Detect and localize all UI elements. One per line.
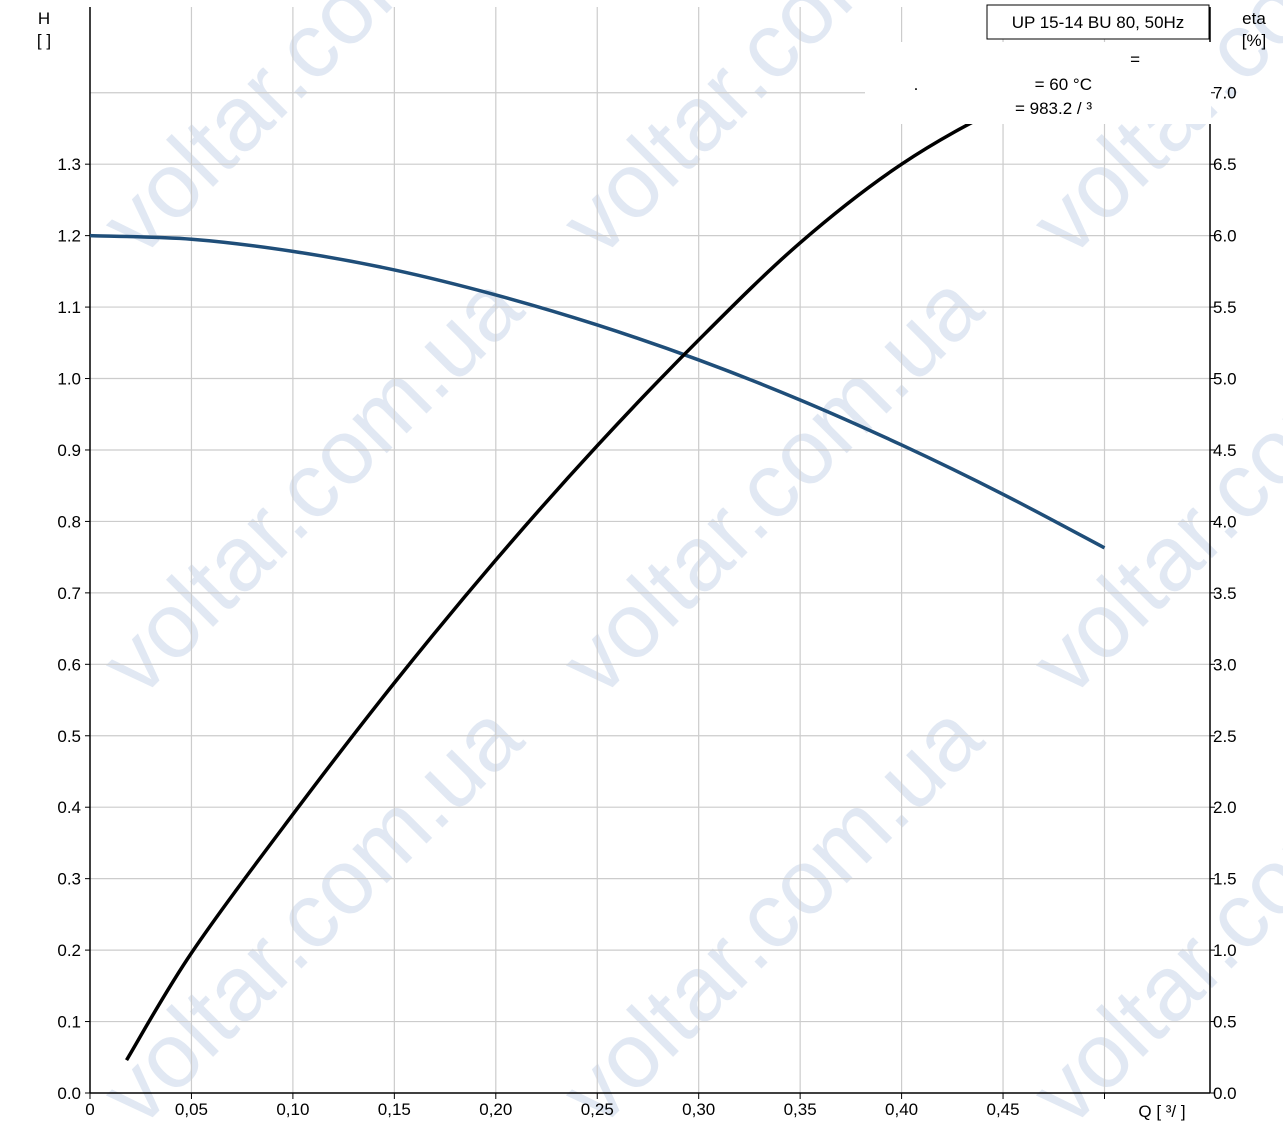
axes-layer [89,7,1211,1094]
y-right-tick-label: 5.0 [1213,370,1237,389]
grid-layer [90,7,1210,1093]
y-right-tick-label: 3.0 [1213,655,1237,674]
x-tick-label: 0,35 [784,1100,817,1119]
y-right-tick-label: 1.0 [1213,941,1237,960]
chart-title: UP 15-14 BU 80, 50Hz [1012,13,1185,32]
info-line-1: = [1130,50,1140,69]
series-layer [89,85,1106,1062]
y-left-tick-label: 0.0 [57,1084,81,1103]
x-tick-label: 0,25 [581,1100,614,1119]
watermark-layer: voltar.com.ua voltar.com.ua voltar.com.uav… [82,0,1283,1126]
y-right-tick-label: 3.5 [1213,584,1237,603]
y-left-tick-label: 1.0 [57,370,81,389]
watermark-text: voltar.com.ua [1012,685,1283,1126]
y-left-tick-label: 0.1 [57,1013,81,1032]
watermark-text: voltar.com.ua [82,0,542,274]
info-panel-background [865,42,1211,124]
watermark-text: voltar.com.ua [1012,255,1283,715]
y-right-tick-label: 4.5 [1213,441,1237,460]
y-left-tick-label: 0.9 [57,441,81,460]
watermark-text: voltar.com.ua [542,255,1002,715]
y-right-tick-label: 5.5 [1213,298,1237,317]
ticks-layer: 0.0 0.1 0.2 0.3 0.4 0.5 0.6 0.7 0.8 0.9 1.0 1.1 1.2 1… [57,84,1236,1119]
head-curve [89,233,1106,550]
x-tick-label: 0,30 [682,1100,715,1119]
watermark-text: voltar.com.ua [82,255,542,715]
y-left-tick-label: 0.2 [57,941,81,960]
y-left-axis-title: H [38,9,50,28]
y-right-tick-label: 2.0 [1213,798,1237,817]
y-right-tick-label: 2.5 [1213,727,1237,746]
y-left-tick-label: 1.2 [57,227,81,246]
y-right-tick-label: 7.0 [1213,84,1237,103]
watermark-text: voltar.com.ua [82,685,542,1126]
y-right-tick-label: 4.0 [1213,512,1237,531]
y-left-tick-label: 0.6 [57,655,81,674]
y-left-axis-unit: [ ] [37,31,51,50]
watermark-text: voltar.com.ua [542,685,1002,1126]
x-tick-label: 0,10 [276,1100,309,1119]
info-dot: . [914,75,919,94]
x-axis-title: Q [ ³/ ] [1138,1102,1185,1121]
info-line-3: = 983.2 / ³ [1015,99,1092,118]
y-left-tick-label: 0.3 [57,870,81,889]
efficiency-curve [125,85,1105,1062]
y-left-tick-label: 0.4 [57,798,81,817]
y-left-tick-label: 1.3 [57,155,81,174]
y-right-tick-label: 6.0 [1213,227,1237,246]
x-tick-label: 0,15 [378,1100,411,1119]
y-right-tick-label: 0.5 [1213,1013,1237,1032]
y-left-tick-label: 0.5 [57,727,81,746]
x-tick-label: 0 [85,1100,94,1119]
x-tick-label: 0,45 [986,1100,1019,1119]
watermark-text: voltar.com.ua [542,0,1002,274]
x-tick-label: 0,05 [175,1100,208,1119]
y-right-tick-label: 1.5 [1213,870,1237,889]
y-left-tick-label: 0.8 [57,512,81,531]
x-tick-label: 0,40 [885,1100,918,1119]
y-right-tick-label: 0.0 [1213,1084,1237,1103]
x-tick-label: 0,20 [479,1100,512,1119]
y-left-tick-label: 1.1 [57,298,81,317]
y-right-tick-label: 6.5 [1213,155,1237,174]
y-right-axis-unit: [%] [1242,31,1267,50]
info-line-2: = 60 °C [1035,75,1092,94]
y-left-tick-label: 0.7 [57,584,81,603]
y-right-axis-title: eta [1242,9,1266,28]
title-box [986,4,1210,40]
